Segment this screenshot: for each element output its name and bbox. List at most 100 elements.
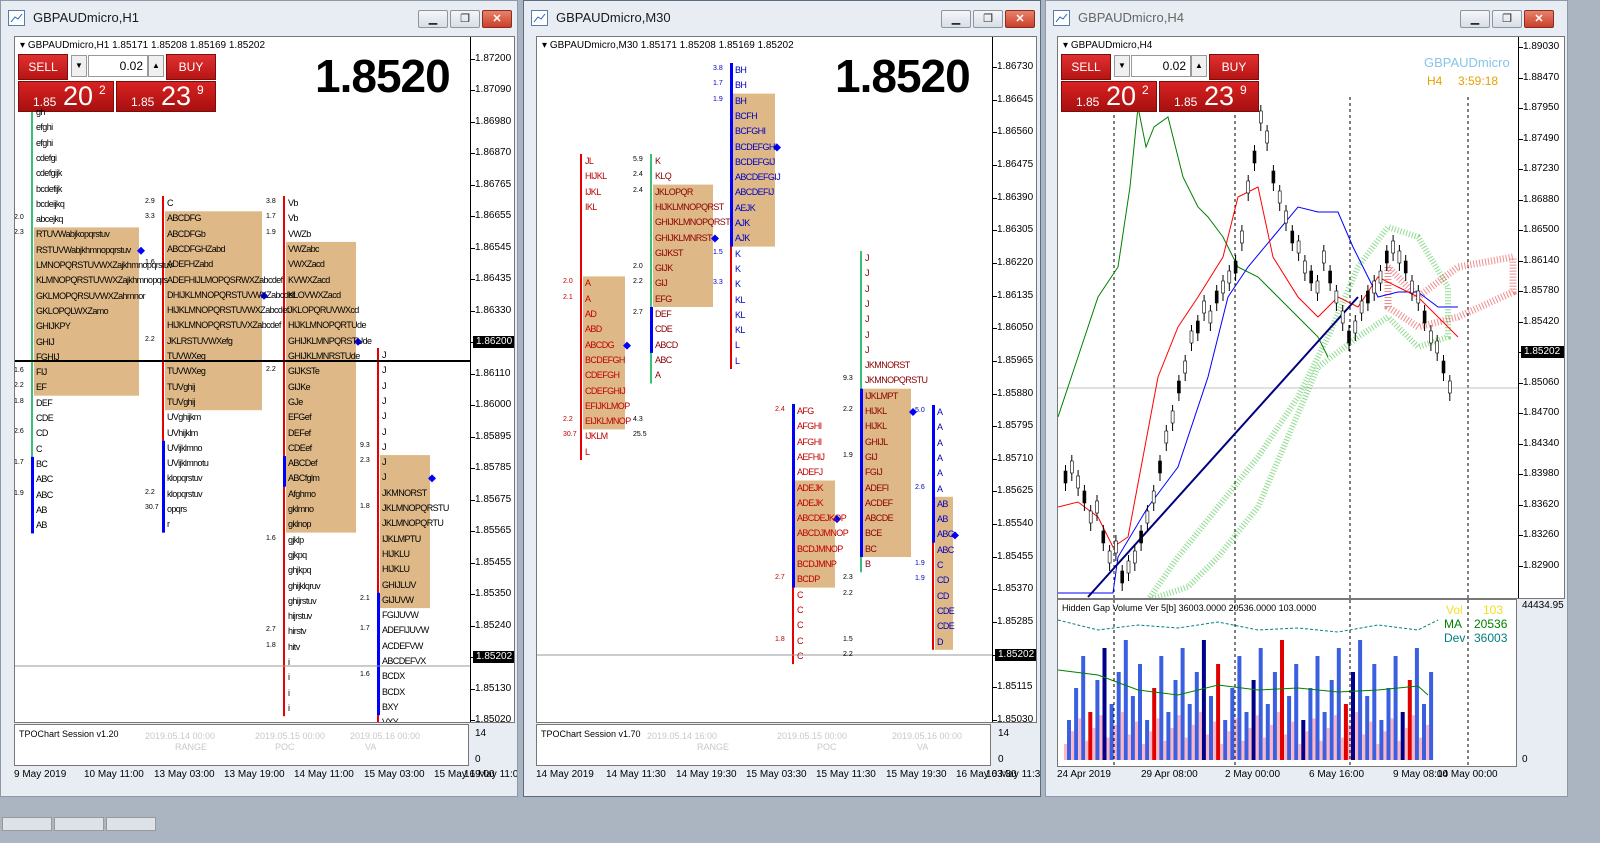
ask-quote[interactable]: 1.85 23 9: [116, 81, 216, 112]
axis-tick-mark: [1519, 199, 1523, 201]
volume-bar: [1159, 656, 1164, 760]
tpo-row: C: [797, 589, 803, 600]
axis-tick-label: 1.85420: [1523, 315, 1560, 327]
volume-bar-pink: [1369, 721, 1373, 760]
chart-tab[interactable]: [106, 817, 156, 831]
tpo-row: JKLMNOPQRTU: [382, 518, 444, 529]
axis-tick-label: 1.86435: [475, 273, 512, 285]
tpo-row: CD: [36, 428, 48, 439]
volume-bar-pink: [1184, 737, 1188, 760]
axis-tick-mark: [993, 360, 997, 362]
indicator-subwindow[interactable]: TPOChart Session v1.20 2019.05.14 00:00 …: [14, 724, 469, 766]
axis-tick-mark: [993, 589, 997, 591]
tpo-stat-number: 2.0: [563, 278, 573, 286]
time-axis[interactable]: 14 May 2019 14 May 11:30 14 May 19:30 15 Ma…: [536, 769, 1040, 783]
axis-tick-mark: [1519, 413, 1523, 415]
chart-tab[interactable]: [54, 817, 104, 831]
lot-decrease-button[interactable]: ▼: [71, 55, 87, 77]
date-label: 29 Apr 08:00: [1141, 769, 1198, 780]
price-axis[interactable]: 1.86730 1.86645 1.86560 1.86475 1.86390 1.863…: [992, 37, 1036, 722]
volume-bar: [1109, 704, 1114, 760]
tpo-stat-number: 1.8: [266, 641, 276, 649]
bid-quote[interactable]: 1.85 20 2: [1061, 81, 1157, 112]
tpo-row: D: [937, 636, 943, 647]
lot-increase-button[interactable]: ▲: [148, 55, 164, 77]
candle-body: [1378, 270, 1383, 284]
tpo-stat-number: 2.4: [775, 406, 785, 413]
window-titlebar[interactable]: GBPAUDmicro,H1 ▁ ❐ ✕: [1, 1, 517, 35]
tpo-row: i: [288, 672, 290, 683]
lot-size-input[interactable]: 0.02: [88, 55, 148, 77]
chart-window-m30[interactable]: GBPAUDmicro,M30 ▁ ❐ ✕ ▾ GBPAUDmicro,M30 …: [523, 0, 1041, 797]
date-label: 13 May 03:00: [154, 769, 215, 780]
maximize-button[interactable]: ❐: [1492, 10, 1522, 28]
price-chart[interactable]: ▾ GBPAUDmicro,H4 GBPAUDmicro H4 3:59:18 …: [1057, 36, 1565, 599]
buy-button[interactable]: BUY: [166, 54, 216, 80]
volume-bar: [1336, 648, 1341, 760]
axis-tick-label: 1.85895: [475, 430, 512, 442]
lot-decrease-button[interactable]: ▼: [1114, 55, 1130, 77]
price-axis[interactable]: 1.89030 1.88470 1.87950 1.87490 1.87230 1.868…: [1518, 37, 1564, 598]
chart-tab[interactable]: [2, 817, 52, 831]
bid-prefix: 1.85: [33, 95, 57, 109]
bid-main: 20: [63, 81, 94, 111]
tpo-row: klopqrstuv: [167, 488, 203, 499]
tpo-row: abcejkq: [36, 214, 63, 225]
price-chart[interactable]: ▾ GBPAUDmicro,H1 1.85171 1.85208 1.85169…: [14, 36, 515, 723]
close-button[interactable]: ✕: [1524, 10, 1554, 28]
axis-tick-label: 1.87230: [1523, 163, 1560, 175]
poc-diamond: [260, 291, 268, 300]
tpo-row: ABC: [36, 474, 53, 485]
time-axis[interactable]: 24 Apr 2019 29 Apr 08:00 2 May 00:00 6 May …: [1057, 769, 1562, 783]
candle-body: [1296, 240, 1301, 254]
minimize-button[interactable]: ▁: [1460, 10, 1490, 28]
tpo-stat-number: 2.2: [563, 416, 573, 424]
ghost-label: 2019.05.15 00:00: [777, 731, 848, 741]
tpo-row: ABCD: [655, 339, 678, 350]
chart-window-h1[interactable]: GBPAUDmicro,H1 ▁ ❐ ✕ ▾ GBPAUDmicro,H1 1.…: [0, 0, 518, 797]
sell-button[interactable]: SELL: [1061, 54, 1111, 80]
indicator-subwindow[interactable]: TPOChart Session v1.70 2019.05.14 16:00 …: [536, 724, 991, 766]
volume-bar: [1287, 696, 1292, 760]
tpo-row: hitv: [288, 641, 300, 652]
close-button[interactable]: ✕: [482, 10, 512, 28]
tpo-row: ABCDEFGIJ: [735, 172, 781, 183]
minimize-button[interactable]: ▁: [418, 10, 448, 28]
volume-bar: [1209, 696, 1213, 760]
bid-quote[interactable]: 1.85 20 2: [18, 81, 114, 112]
window-titlebar[interactable]: GBPAUDmicro,H4 ▁ ❐ ✕: [1046, 1, 1567, 35]
axis-tick-label: 1.85780: [1523, 285, 1560, 297]
buy-button[interactable]: BUY: [1209, 54, 1259, 80]
maximize-button[interactable]: ❐: [450, 10, 480, 28]
volume-subwindow[interactable]: Hidden Gap Volume Ver 5[b] 36003.0000 20…: [1057, 599, 1517, 767]
initial-balance-bar: [377, 592, 380, 716]
one-click-trading-panel[interactable]: SELL ▼ 0.02 ▲ BUY 1.85 20 2 1.85 23 9: [18, 54, 218, 112]
window-titlebar[interactable]: GBPAUDmicro,M30 ▁ ❐ ✕: [524, 1, 1040, 35]
one-click-trading-panel[interactable]: SELL ▼ 0.02 ▲ BUY 1.85 20 2 1.85 23 9: [1061, 54, 1261, 112]
minimize-button[interactable]: ▁: [941, 10, 971, 28]
tpo-row: A: [937, 468, 943, 479]
time-axis[interactable]: 9 May 2019 10 May 11:00 13 May 03:00 13 May…: [14, 769, 517, 783]
close-button[interactable]: ✕: [1005, 10, 1035, 28]
volume-bar-pink: [1404, 728, 1408, 760]
tpo-row: DEFef: [288, 427, 311, 438]
volume-bar-pink: [1198, 712, 1202, 760]
tpo-row: C: [797, 620, 803, 631]
tpo-row: DHIJKLMNOPQRSTUVWXZabcdef: [167, 289, 295, 300]
sell-button[interactable]: SELL: [18, 54, 68, 80]
chart-window-h4[interactable]: GBPAUDmicro,H4 ▁ ❐ ✕ ▾ GBPAUDmicro,H4 GB…: [1045, 0, 1568, 797]
ask-quote[interactable]: 1.85 23 9: [1159, 81, 1259, 112]
candle-body: [1397, 250, 1402, 264]
maximize-button[interactable]: ❐: [973, 10, 1003, 28]
chart-window-icon: [531, 10, 548, 26]
tpo-stat-number: 3.8: [713, 65, 723, 72]
candle-body: [1340, 310, 1345, 324]
tpo-row: efghi: [36, 122, 53, 133]
volume-bar: [1116, 672, 1121, 760]
price-chart[interactable]: ▾ GBPAUDmicro,M30 1.85171 1.85208 1.8516…: [536, 36, 1037, 723]
axis-tick-mark: [1519, 108, 1523, 110]
lot-increase-button[interactable]: ▲: [1191, 55, 1207, 77]
lot-size-input[interactable]: 0.02: [1131, 55, 1191, 77]
price-axis[interactable]: 1.87200 1.87090 1.86980 1.86870 1.86765 1.866…: [470, 37, 514, 722]
timeframe-label: H4: [1427, 74, 1443, 88]
